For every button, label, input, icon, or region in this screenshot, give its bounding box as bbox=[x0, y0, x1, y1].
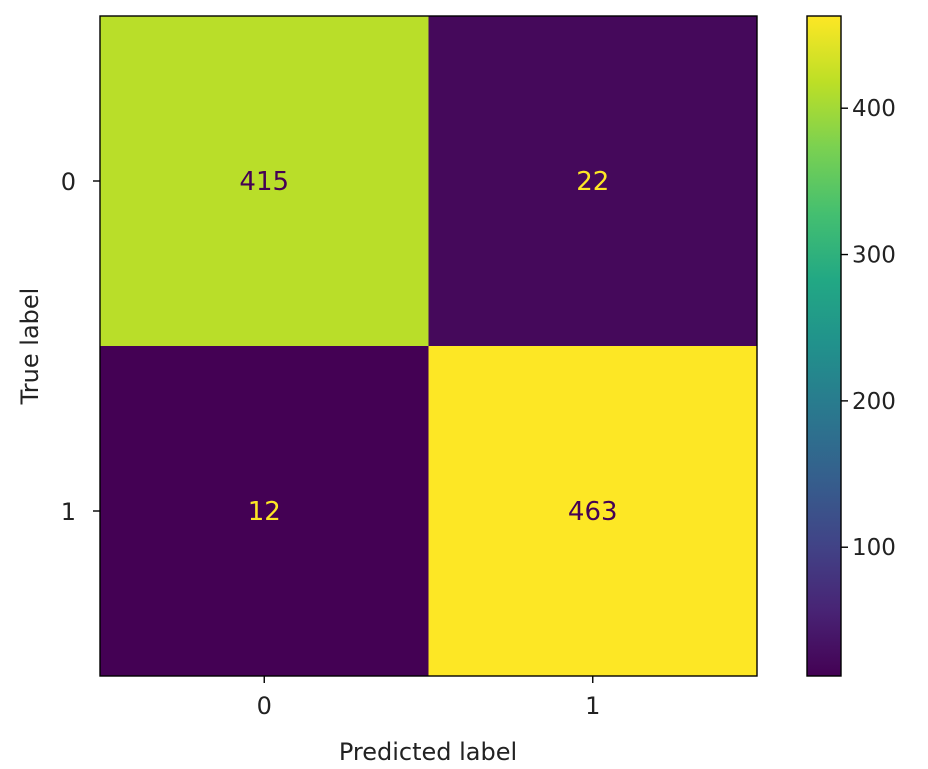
y-tick-label: 1 bbox=[61, 498, 76, 526]
colorbar-tick-label: 200 bbox=[852, 389, 896, 415]
colorbar-tick-label: 300 bbox=[852, 243, 896, 269]
colorbar-ticks: 100 200 300 400 bbox=[841, 96, 896, 561]
y-tick-label: 0 bbox=[61, 168, 76, 196]
cell-value-label: 415 bbox=[239, 167, 289, 197]
y-axis-label: True label bbox=[16, 288, 44, 406]
colorbar-tick-label: 400 bbox=[852, 96, 896, 122]
x-tick-label: 1 bbox=[585, 692, 600, 720]
colorbar-tick-label: 100 bbox=[852, 535, 896, 561]
heatmap-cell bbox=[428, 16, 757, 346]
plot-frame bbox=[99, 15, 758, 677]
cell-value-label: 463 bbox=[568, 497, 618, 527]
x-tick-label: 0 bbox=[257, 692, 272, 720]
x-axis-label: Predicted label bbox=[339, 738, 517, 766]
colorbar bbox=[806, 15, 842, 677]
heatmap-cells bbox=[100, 16, 757, 676]
cell-value-label: 22 bbox=[576, 167, 609, 197]
cell-value-label: 12 bbox=[248, 497, 281, 527]
heatmap-cell bbox=[428, 346, 757, 676]
cell-value-labels: 415 22 12 463 bbox=[239, 167, 617, 527]
heatmap-cell bbox=[100, 16, 429, 346]
heatmap-cell bbox=[100, 346, 429, 676]
y-axis-ticks: 01 bbox=[61, 168, 100, 526]
